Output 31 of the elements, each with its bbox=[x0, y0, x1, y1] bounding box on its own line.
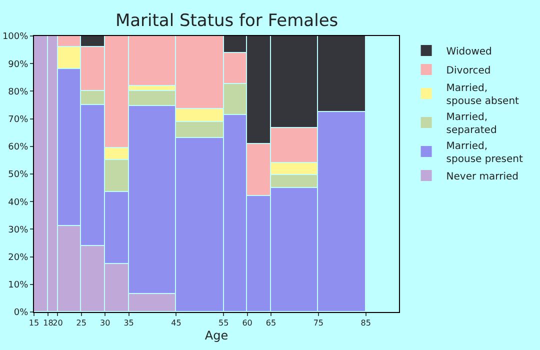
x-tick-label: 85 bbox=[360, 318, 371, 328]
x-axis-title: Age bbox=[204, 328, 228, 342]
legend-label: Married, separated bbox=[446, 112, 497, 136]
x-tick-label: 35 bbox=[124, 318, 134, 328]
x-tick-label: 30 bbox=[100, 318, 110, 328]
x-tick-label: 65 bbox=[266, 318, 276, 328]
legend-label: Never married bbox=[446, 171, 518, 182]
x-tick-label: 25 bbox=[76, 318, 86, 328]
y-tick-label: 40% bbox=[8, 198, 29, 208]
legend-label: Divorced bbox=[446, 65, 491, 76]
legend-label: Married, spouse present bbox=[446, 140, 523, 165]
legend-label: Widowed bbox=[446, 46, 492, 58]
y-tick-label: 30% bbox=[8, 225, 29, 236]
y-tick-label: 100% bbox=[2, 32, 29, 42]
y-tick-label: 50% bbox=[8, 170, 29, 180]
x-tick-label: 20 bbox=[52, 318, 63, 328]
x-tick-label: 15 bbox=[28, 318, 40, 328]
y-tick-label: 0% bbox=[14, 308, 29, 318]
y-tick-label: 70% bbox=[8, 114, 29, 125]
x-tick-label: 55 bbox=[218, 318, 229, 328]
y-tick-label: 80% bbox=[8, 87, 29, 98]
x-tick-label: 18 bbox=[43, 318, 54, 328]
y-tick-label: 90% bbox=[8, 60, 29, 70]
y-tick-label: 10% bbox=[8, 280, 29, 291]
y-tick-label: 20% bbox=[8, 252, 29, 263]
legend-label: Married, spouse absent bbox=[446, 82, 520, 107]
chart-title: Marital Status for Females bbox=[115, 10, 338, 31]
x-tick-label: 45 bbox=[171, 318, 182, 328]
x-tick-label: 75 bbox=[313, 318, 324, 328]
x-tick-label: 60 bbox=[242, 318, 252, 328]
y-tick-label: 60% bbox=[8, 142, 29, 153]
